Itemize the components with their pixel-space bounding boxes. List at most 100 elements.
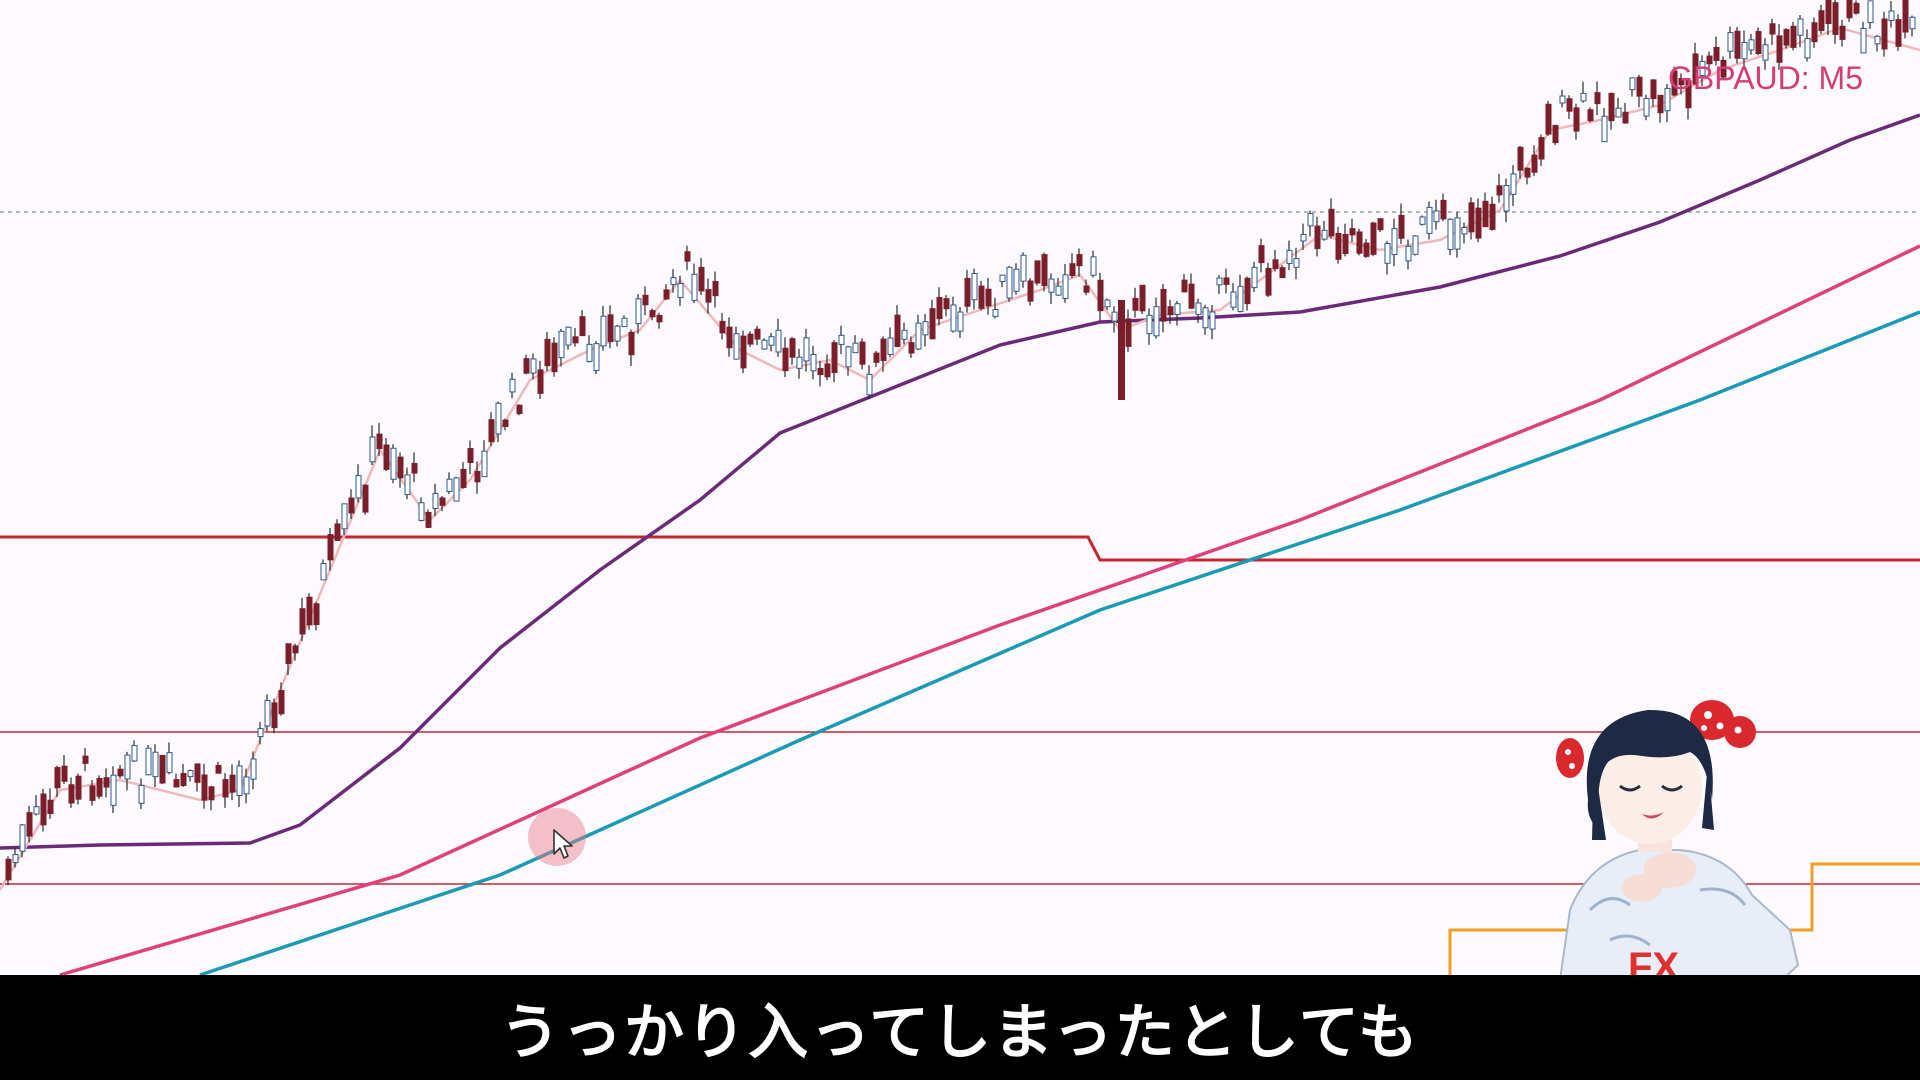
candle-bull bbox=[124, 754, 131, 780]
candle-bull bbox=[257, 728, 264, 738]
candle-bull bbox=[432, 493, 439, 510]
candle-bull bbox=[1384, 243, 1391, 264]
candle-bear bbox=[1027, 280, 1034, 302]
candle-bull bbox=[1664, 87, 1671, 112]
candle-bear bbox=[1594, 92, 1601, 105]
candle-bull bbox=[1251, 266, 1258, 289]
orange-step-line bbox=[1448, 862, 1920, 975]
candle-bull bbox=[1741, 41, 1748, 60]
candle-bear bbox=[607, 314, 614, 342]
candle-bear bbox=[1657, 94, 1664, 114]
candle-bear bbox=[1342, 233, 1349, 254]
candle-bull bbox=[1300, 233, 1307, 242]
candle-bear bbox=[334, 523, 341, 541]
candle-bear bbox=[474, 470, 481, 483]
candle-bear bbox=[1692, 53, 1699, 85]
subtitle-text: うっかり入ってしまったとしても bbox=[500, 998, 1420, 1068]
candle-bull bbox=[1426, 206, 1433, 234]
candle-bear bbox=[1244, 277, 1251, 305]
candle-bull bbox=[131, 745, 138, 762]
candle-bear bbox=[1846, 0, 1853, 19]
ma-teal-line bbox=[199, 310, 1920, 975]
candle-bull bbox=[1146, 314, 1153, 335]
candle-bull bbox=[495, 402, 502, 435]
price-chart[interactable]: GBPAUD: M5 bbox=[0, 0, 1920, 975]
candle-bear bbox=[1566, 98, 1573, 112]
candle-bear bbox=[313, 603, 320, 626]
candle-bull bbox=[1762, 44, 1769, 61]
candle-bear bbox=[859, 341, 866, 365]
candle-bull bbox=[1104, 299, 1111, 308]
candle-bull bbox=[166, 752, 173, 774]
candle-bull bbox=[901, 329, 908, 340]
hair-bow-icon bbox=[1690, 700, 1756, 748]
candle-bull bbox=[355, 475, 362, 499]
chart-canvas bbox=[0, 0, 1920, 975]
candle-bull bbox=[1804, 38, 1811, 59]
candle-bear bbox=[1531, 154, 1538, 173]
candle-bear bbox=[180, 772, 187, 786]
candle-bull bbox=[1412, 235, 1419, 255]
candle-bull bbox=[670, 277, 677, 285]
candle-bear bbox=[1167, 306, 1174, 316]
candle-bull bbox=[453, 477, 460, 502]
candle-bull bbox=[1286, 249, 1293, 264]
mouse-cursor bbox=[528, 808, 598, 878]
candle-bull bbox=[1433, 210, 1440, 223]
candle-bear bbox=[1706, 55, 1713, 65]
candle-bull bbox=[1727, 32, 1734, 52]
candle-bear bbox=[1538, 137, 1545, 160]
candle-bear bbox=[425, 511, 432, 528]
candle-bear bbox=[1769, 23, 1776, 35]
candle-bull bbox=[1216, 277, 1223, 286]
candle-bear bbox=[411, 462, 418, 474]
candle-bear bbox=[537, 369, 544, 394]
candle-bear bbox=[1678, 77, 1685, 86]
candle-bear bbox=[1685, 80, 1692, 109]
candle-bear bbox=[376, 433, 383, 449]
candle-bear bbox=[89, 785, 96, 801]
candle-bull bbox=[1391, 228, 1398, 256]
candle-bear bbox=[1223, 277, 1230, 285]
candle-bear bbox=[173, 779, 180, 788]
candle-bear bbox=[68, 784, 75, 804]
candle-bear bbox=[61, 765, 68, 782]
candle-bear bbox=[1482, 200, 1489, 228]
candle-bear bbox=[1720, 59, 1727, 78]
candle-bear bbox=[551, 342, 558, 373]
candle-bull bbox=[145, 747, 152, 776]
candle-bear bbox=[1258, 245, 1265, 264]
candle-bull bbox=[1111, 311, 1118, 322]
candle-bull bbox=[600, 315, 607, 347]
candle-bear bbox=[54, 767, 61, 789]
candle-bear bbox=[40, 793, 47, 826]
candle-bear bbox=[1881, 18, 1888, 50]
candle-bull bbox=[845, 346, 852, 368]
candle-bull bbox=[677, 283, 684, 298]
candle-bull bbox=[1293, 258, 1300, 268]
candle-bear bbox=[1398, 214, 1405, 239]
candle-bull bbox=[915, 322, 922, 350]
candle-bear bbox=[1839, 25, 1846, 40]
candle-bull bbox=[558, 330, 565, 359]
candle-bear bbox=[1188, 283, 1195, 309]
candle-bull bbox=[1195, 302, 1202, 315]
candle-bear bbox=[831, 342, 838, 374]
candle-bear bbox=[1734, 30, 1741, 59]
candle-bull bbox=[1055, 285, 1062, 296]
candle-bull bbox=[866, 373, 873, 396]
candle-bear bbox=[1083, 285, 1090, 293]
candle-bull bbox=[1020, 254, 1027, 282]
candle-bull bbox=[1419, 216, 1426, 225]
candle-bear bbox=[1608, 92, 1615, 122]
candle-bull bbox=[1601, 115, 1608, 143]
candle-bear bbox=[1755, 31, 1762, 55]
candle-bear bbox=[1272, 259, 1279, 270]
candle-bull bbox=[733, 333, 740, 360]
candle-bear bbox=[1328, 208, 1335, 237]
candle-bear bbox=[880, 338, 887, 362]
candle-bear bbox=[698, 266, 705, 292]
resistance-step-line bbox=[0, 535, 1920, 562]
candle-bull bbox=[1405, 245, 1412, 262]
candle-bull bbox=[138, 784, 145, 804]
